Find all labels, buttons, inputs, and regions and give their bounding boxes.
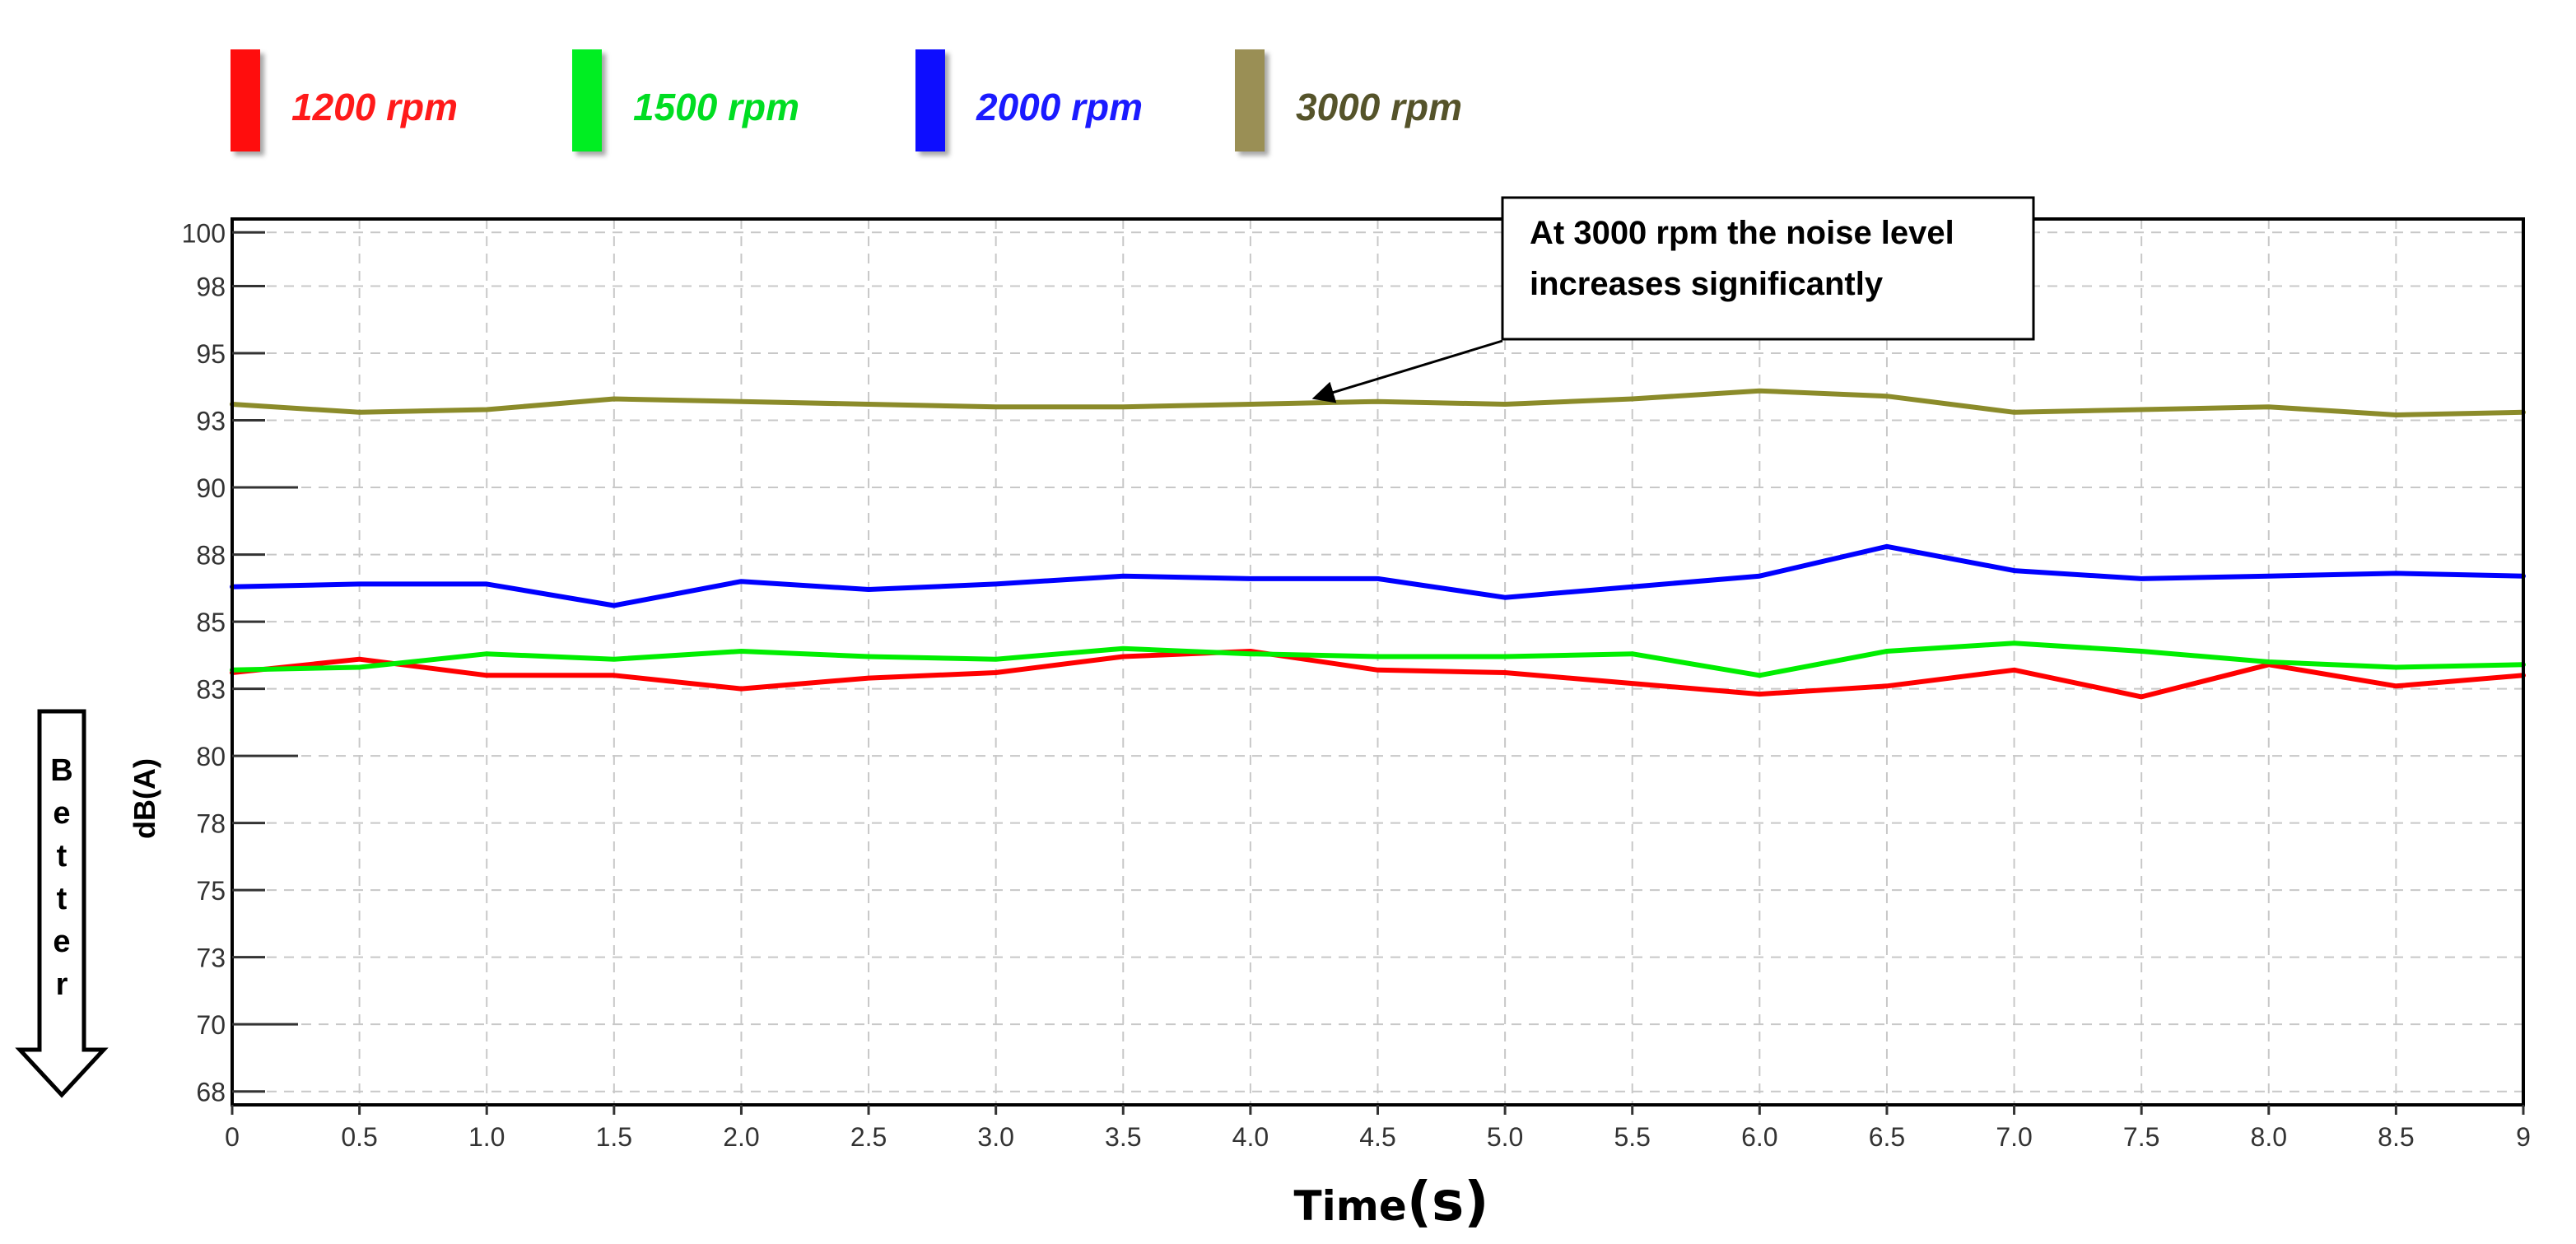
legend-swatch xyxy=(572,49,602,151)
y-tick-label: 85 xyxy=(196,608,226,637)
annotation-box xyxy=(1501,196,2035,341)
x-tick-label: 7.0 xyxy=(1996,1122,2032,1152)
x-tick-label: 2.5 xyxy=(850,1122,887,1152)
legend-swatch xyxy=(915,49,945,151)
plot-area xyxy=(230,217,2526,1115)
x-tick-marks xyxy=(231,1105,2525,1115)
better-arrow-shape xyxy=(15,709,109,1098)
legend-item: 1200 rpm xyxy=(231,49,458,151)
annotation-text-line-2: increases significantly xyxy=(1530,266,1884,302)
x-tick-label: 1.5 xyxy=(596,1122,632,1152)
legend-swatch xyxy=(231,49,260,151)
x-axis-label-text: Time xyxy=(1294,1182,1407,1230)
y-tick-label: 90 xyxy=(196,473,226,503)
y-tick-label: 73 xyxy=(196,943,226,973)
legend-label: 1500 rpm xyxy=(633,86,799,128)
series-line-1500-rpm xyxy=(230,641,2526,678)
x-tick-label: 9 xyxy=(2516,1122,2531,1152)
y-tick-label: 83 xyxy=(196,675,226,705)
series-line-1200-rpm xyxy=(230,649,2526,700)
x-tick-label: 3.5 xyxy=(1105,1122,1141,1152)
x-tick-label: 5.5 xyxy=(1614,1122,1650,1152)
x-tick-label: 5.0 xyxy=(1487,1122,1523,1152)
x-tick-label: 6.0 xyxy=(1741,1122,1777,1152)
legend-label: 3000 rpm xyxy=(1296,86,1462,128)
x-tick-label: 1.0 xyxy=(468,1122,505,1152)
x-axis-label-unit: (s) xyxy=(1407,1170,1489,1233)
y-tick-label: 75 xyxy=(196,876,226,906)
better-arrow-letter: t xyxy=(57,882,68,916)
y-tick-label: 100 xyxy=(182,218,226,248)
legend-label: 2000 rpm xyxy=(976,86,1143,128)
x-axis-label: Time(s) xyxy=(1294,1170,1489,1233)
legend-label: 1200 rpm xyxy=(291,86,458,128)
legend-item: 2000 rpm xyxy=(915,49,1143,151)
x-tick-label: 3.0 xyxy=(977,1122,1013,1152)
legend-item: 3000 rpm xyxy=(1235,49,1462,151)
y-axis-tick-labels: 100 98 95 93 90 88 85 83 80 78 75 73 70 68 xyxy=(182,218,226,1107)
y-axis-label: dB(A) xyxy=(128,758,161,839)
better-arrow-letter: e xyxy=(53,925,70,959)
legend-item: 1500 rpm xyxy=(572,49,799,151)
y-tick-label: 70 xyxy=(196,1010,226,1040)
x-tick-label: 4.5 xyxy=(1359,1122,1395,1152)
series-line-2000-rpm xyxy=(230,543,2526,608)
series-line-3000-rpm xyxy=(230,388,2526,417)
better-arrow-letter: t xyxy=(57,839,68,874)
y-tick-label: 80 xyxy=(196,742,226,771)
better-arrow-letter: e xyxy=(53,796,70,831)
x-tick-label: 4.0 xyxy=(1232,1122,1269,1152)
annotation: At 3000 rpm the noise level increases si… xyxy=(1311,196,2035,403)
annotation-arrow xyxy=(1311,339,1503,403)
x-tick-label: 0 xyxy=(225,1122,240,1152)
y-tick-label: 95 xyxy=(196,339,226,369)
better-arrow-letter: B xyxy=(50,753,72,788)
y-tick-label: 78 xyxy=(196,809,226,839)
x-axis-tick-labels: 0 0.5 1.0 1.5 2.0 2.5 3.0 3.5 4.0 4.5 5.0 5.5 6.0 6.5… xyxy=(225,1122,2531,1152)
x-tick-label: 2.0 xyxy=(723,1122,759,1152)
annotation-text-line-1: At 3000 rpm the noise level xyxy=(1530,215,1954,251)
x-tick-label: 7.5 xyxy=(2123,1122,2159,1152)
better-arrow-letter: r xyxy=(56,967,68,1002)
legend-swatch xyxy=(1235,49,1265,151)
y-tick-label: 68 xyxy=(196,1078,226,1107)
series-group xyxy=(230,388,2526,700)
x-tick-label: 8.0 xyxy=(2251,1122,2287,1152)
y-tick-label: 98 xyxy=(196,273,226,302)
legend: 1200 rpm 1500 rpm 2000 rpm 3000 rpm xyxy=(231,49,1462,151)
y-tick-label: 88 xyxy=(196,541,226,571)
grid xyxy=(232,219,2523,1105)
x-tick-label: 6.5 xyxy=(1869,1122,1905,1152)
y-tick-marks xyxy=(232,231,298,1093)
y-tick-label: 93 xyxy=(196,407,226,436)
x-tick-label: 0.5 xyxy=(341,1122,377,1152)
x-tick-label: 8.5 xyxy=(2378,1122,2414,1152)
